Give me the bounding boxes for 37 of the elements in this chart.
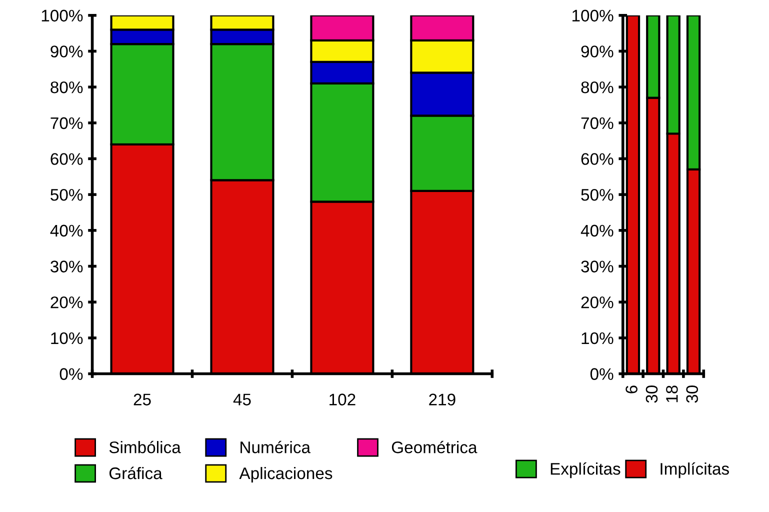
y-tick-label: 80% [50,81,83,94]
x-tick-label: 30 [686,386,698,403]
x-tick-label: 18 [666,386,678,402]
y-tick-label: 30% [50,260,83,272]
x-tick-label: 6 [626,386,638,394]
y-tick-label: 30% [581,260,614,272]
legend-label: Simbólica [109,440,181,454]
y-tick-label: 40% [50,224,83,237]
y-tick-label: 20% [50,296,83,308]
x-tick-label: 30 [646,386,658,403]
legend-label: Explícitas [550,462,620,478]
y-tick-label: 100% [572,10,614,22]
y-tick-label: 50% [50,188,83,201]
x-tick-label: 45 [233,394,251,406]
legend-label: Aplicaciones [239,466,332,483]
y-tick-label: 40% [580,224,614,237]
y-tick-label: 60% [50,153,83,165]
y-tick-label: 60% [581,153,614,165]
x-tick-label: 102 [330,394,356,406]
y-tick-label: 90% [50,46,83,58]
legend-label: Gráfica [109,466,162,480]
y-tick-label: 100% [42,10,83,22]
y-tick-label: 70% [50,117,83,130]
legend-label: Geométrica [392,440,478,454]
y-tick-label: 50% [581,188,614,201]
y-tick-label: 80% [581,81,614,94]
y-tick-label: 20% [581,296,614,308]
legend-label: Numérica [240,440,311,454]
x-tick-label: 219 [429,394,456,406]
y-tick-label: 0% [590,368,614,380]
y-tick-label: 70% [581,117,614,130]
y-tick-label: 10% [582,332,614,344]
legend-label: Implícitas [660,462,729,478]
y-tick-label: 90% [581,46,614,58]
y-tick-label: 10% [51,332,83,344]
y-tick-label: 0% [60,368,83,380]
x-tick-label: 25 [134,394,151,406]
